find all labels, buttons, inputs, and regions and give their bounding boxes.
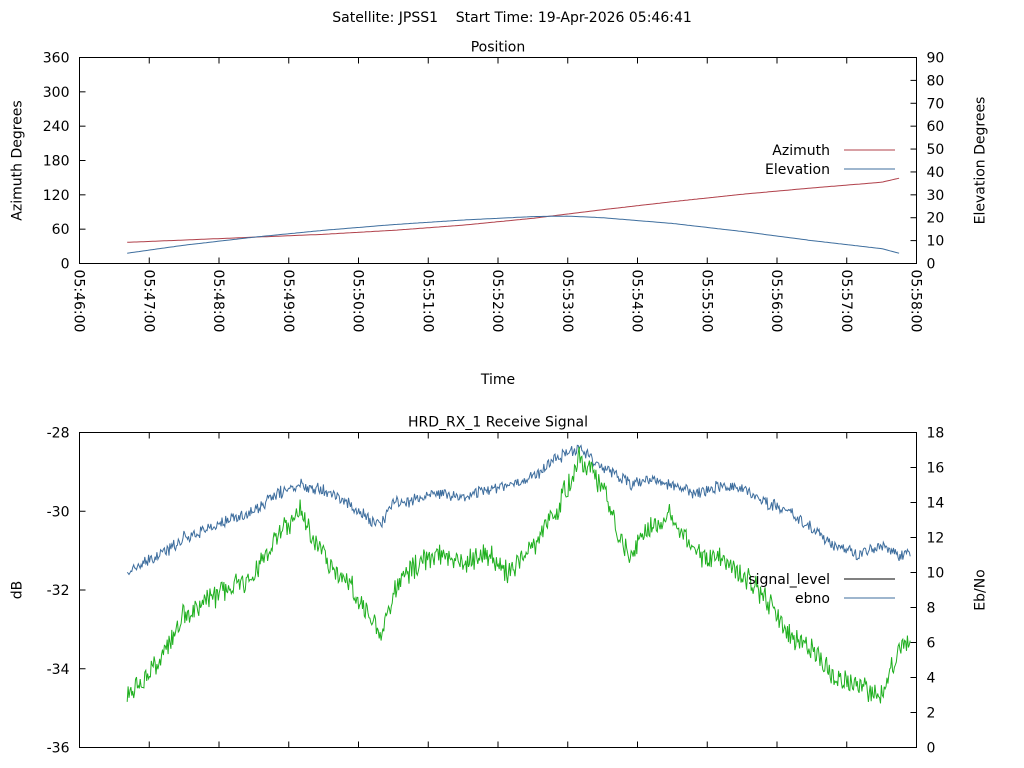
- series-line-received-trace: [126, 446, 911, 704]
- y2-tick-label: 8: [927, 601, 936, 617]
- y-tick-label: 180: [43, 154, 70, 170]
- series-line-elevation: [127, 215, 900, 254]
- x-tick-label: 05:50:00: [350, 270, 366, 333]
- x-tick-label: 05:49:00: [280, 270, 296, 333]
- x-tick-label: 05:46:00: [71, 270, 87, 333]
- y-axis-label: dB: [10, 581, 26, 600]
- y2-tick-label: 90: [927, 51, 945, 67]
- plot-frame: [79, 57, 917, 264]
- y-tick-label: 120: [43, 188, 70, 204]
- plot-frame: [79, 432, 917, 748]
- x-tick-label: 05:51:00: [419, 270, 435, 333]
- y2-tick-label: 10: [927, 234, 945, 250]
- chart-title: Position: [471, 40, 526, 56]
- y2-tick-label: 10: [927, 566, 945, 582]
- series-line-ebno: [126, 444, 911, 576]
- figure-title: Satellite: JPSS1 Start Time: 19-Apr-2026…: [332, 10, 692, 26]
- chart-title: HRD_RX_1 Receive Signal: [408, 415, 588, 431]
- position-chart: Position 05:46:00 05:47:00 05:48:00 05:49:00…: [10, 40, 989, 389]
- y2-tick-label: 70: [927, 96, 945, 112]
- y2-tick-label: 16: [927, 461, 945, 477]
- receive-signal-chart: HRD_RX_1 Receive Signal -36 -34 -32 -30 -28 0 2…: [10, 415, 989, 757]
- y2-tick-label: 80: [927, 73, 945, 89]
- y2-tick-label: 50: [927, 142, 945, 158]
- y2-tick-label: 6: [927, 636, 936, 652]
- y2-tick-label: 0: [927, 741, 936, 757]
- x-axis-label: Time: [480, 372, 515, 388]
- y-tick-label: -28: [47, 426, 70, 442]
- y2-tick-label: 18: [927, 426, 945, 442]
- legend-label: Azimuth: [772, 143, 830, 159]
- x-tick-label: 05:48:00: [210, 270, 226, 333]
- y-tick-label: -32: [47, 583, 70, 599]
- y2-tick-label: 12: [927, 531, 945, 547]
- y-tick-label: 360: [43, 51, 70, 67]
- y2-tick-label: 2: [927, 706, 936, 722]
- y2-tick-label: 14: [927, 496, 945, 512]
- legend-label: ebno: [795, 591, 830, 607]
- x-tick-label: 05:53:00: [559, 270, 575, 333]
- x-tick-label: 05:58:00: [908, 270, 924, 333]
- x-tick-label: 05:54:00: [629, 270, 645, 333]
- y2-tick-label: 60: [927, 119, 945, 135]
- y2-tick-label: 30: [927, 188, 945, 204]
- y-tick-label: 60: [52, 222, 70, 238]
- y2-tick-label: 20: [927, 211, 945, 227]
- y-tick-label: -36: [47, 741, 70, 757]
- x-tick-label: 05:56:00: [768, 270, 784, 333]
- legend-label: Elevation: [765, 162, 830, 178]
- y2-axis-label: Eb/No: [973, 569, 989, 611]
- y-tick-label: 300: [43, 85, 70, 101]
- x-tick-label: 05:55:00: [698, 270, 714, 333]
- y2-tick-label: 0: [927, 257, 936, 273]
- x-tick-label: 05:47:00: [140, 270, 156, 333]
- y-tick-label: 240: [43, 119, 70, 135]
- x-tick-label: 05:57:00: [838, 270, 854, 333]
- y2-tick-label: 4: [927, 671, 936, 687]
- y-tick-label: -30: [47, 504, 70, 520]
- y-axis-label: Azimuth Degrees: [10, 100, 26, 220]
- x-tick-label: 05:52:00: [489, 270, 505, 333]
- y2-tick-label: 40: [927, 165, 945, 181]
- legend-label: signal_level: [748, 572, 830, 588]
- series-line-azimuth: [127, 177, 900, 243]
- y-tick-label: -34: [47, 662, 70, 678]
- y-tick-label: 0: [61, 257, 70, 273]
- y2-axis-label: Elevation Degrees: [973, 97, 989, 225]
